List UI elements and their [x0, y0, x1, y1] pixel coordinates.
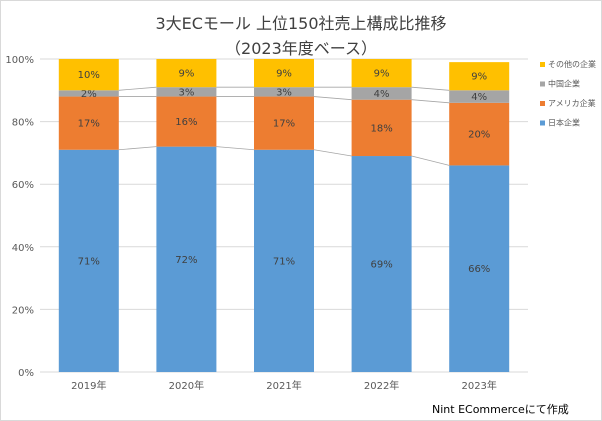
data-label: 71% [78, 256, 100, 267]
bar-segment [156, 146, 217, 372]
x-tick-label: 2020年 [169, 379, 204, 392]
series-connector [411, 155, 450, 166]
legend-swatch [540, 62, 545, 67]
y-tick-label: 60% [12, 180, 34, 191]
data-label: 17% [273, 119, 295, 130]
series-connector [313, 96, 352, 101]
bar-segment [156, 59, 217, 88]
data-label: 3% [178, 87, 194, 98]
bar-segment [254, 59, 314, 88]
bar-segment [156, 87, 217, 97]
x-tick-label: 2021年 [266, 379, 301, 392]
y-tick-label: 20% [12, 305, 34, 316]
y-tick-label: 40% [12, 243, 34, 254]
data-label: 9% [471, 72, 487, 83]
bar-segment [254, 87, 314, 97]
data-label: 9% [374, 69, 390, 80]
data-label: 20% [468, 130, 490, 141]
x-tick-label: 2019年 [71, 379, 106, 392]
chart-subtitle: （2023年度ベース） [225, 39, 377, 58]
y-tick-label: 0% [18, 368, 34, 379]
bar-segment [351, 156, 412, 372]
bar-segment [449, 165, 510, 372]
data-label: 9% [276, 69, 292, 80]
data-label: 10% [78, 70, 100, 81]
series-connector [118, 86, 157, 91]
bar-segment [156, 96, 217, 147]
data-label: 18% [370, 123, 392, 134]
bars: 71% 17% 2% 10% 72% 16% 3% 9% 71% 17% 3% 9% 69% 18% 4% 9… [58, 59, 510, 372]
bar-segment [58, 96, 119, 150]
legend-label: その他の企業 [548, 59, 596, 69]
x-tick-label: 2022年 [364, 379, 399, 392]
bar-segment [58, 149, 119, 372]
y-tick-label: 80% [12, 118, 34, 129]
x-axis-labels: 2019年 2020年 2021年 2022年 2023年 [71, 379, 497, 392]
source-credit: Nint ECommerceにて作成 [432, 403, 569, 416]
legend-swatch [540, 120, 545, 126]
data-label: 4% [374, 89, 390, 100]
data-label: 3% [276, 87, 292, 98]
data-label: 16% [175, 117, 197, 128]
legend-label: 日本企業 [548, 118, 580, 128]
bar-segment [449, 90, 510, 103]
series-connector [313, 149, 352, 157]
data-label: 71% [273, 256, 295, 267]
bar-segment [58, 90, 119, 97]
data-label: 66% [468, 264, 490, 275]
data-label: 69% [370, 260, 392, 271]
bar-segment [58, 59, 119, 91]
bar-segment [351, 87, 412, 100]
data-label: 9% [178, 69, 194, 80]
legend-label: アメリカ企業 [548, 98, 596, 108]
bar-segment [351, 99, 412, 157]
series-connector [118, 146, 157, 151]
bar-segment [254, 96, 314, 150]
data-label: 17% [78, 119, 100, 130]
x-tick-label: 2023年 [461, 379, 496, 392]
series-connector [411, 86, 450, 91]
series-connector [411, 99, 450, 104]
legend-swatch [540, 101, 545, 106]
data-label: 4% [471, 92, 487, 103]
data-label: 72% [175, 255, 197, 266]
chart-title: 3大ECモール 上位150社売上構成比推移 [155, 14, 447, 33]
bar-segment [351, 59, 412, 88]
series-connector [216, 146, 255, 151]
series-connector-lines [118, 86, 450, 166]
legend-label: 中国企業 [548, 79, 580, 89]
bar-segment [449, 62, 510, 91]
y-axis-labels: 0% 20% 40% 60% 80% 100% [5, 55, 34, 379]
y-tick-label: 100% [5, 55, 34, 66]
bar-segment [254, 149, 314, 372]
data-label: 2% [81, 89, 97, 100]
legend-swatch [540, 81, 545, 87]
bar-segment [449, 102, 510, 166]
